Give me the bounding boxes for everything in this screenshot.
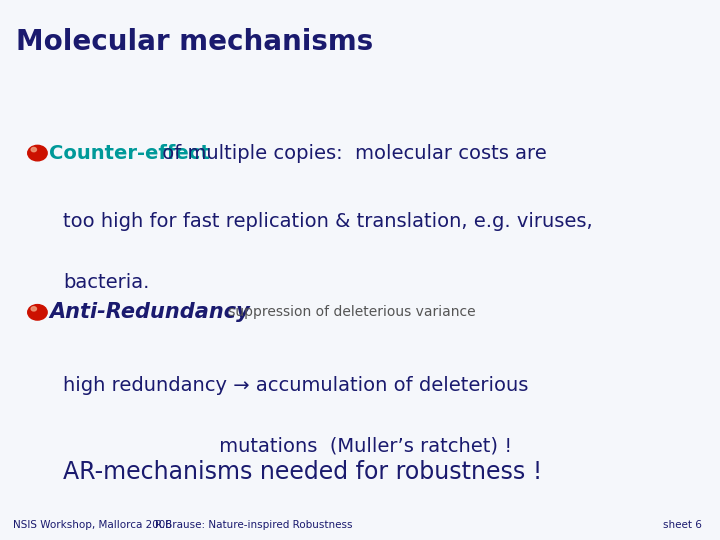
Text: Anti-Redundancy: Anti-Redundancy [49,302,250,322]
Ellipse shape [31,147,37,152]
Text: Molecular mechanisms: Molecular mechanisms [16,28,373,56]
Ellipse shape [31,307,37,311]
Text: mutations  (Muller’s ratchet) !: mutations (Muller’s ratchet) ! [63,436,513,455]
Text: bacteria.: bacteria. [63,273,150,292]
Text: high redundancy → accumulation of deleterious: high redundancy → accumulation of delete… [63,376,528,395]
Ellipse shape [27,305,48,320]
Text: AR-mechanisms needed for robustness !: AR-mechanisms needed for robustness ! [63,460,543,483]
Text: NSIS Workshop, Mallorca 2006: NSIS Workshop, Mallorca 2006 [13,520,172,530]
Text: of multiple copies:  molecular costs are: of multiple copies: molecular costs are [156,144,546,163]
Text: Counter-effect: Counter-effect [49,144,210,163]
Text: too high for fast replication & translation, e.g. viruses,: too high for fast replication & translat… [63,212,593,232]
Text: sheet 6: sheet 6 [663,520,702,530]
Text: suppression of deleterious variance: suppression of deleterious variance [202,305,475,319]
Text: R.Brause: Nature-inspired Robustness: R.Brause: Nature-inspired Robustness [155,520,352,530]
Ellipse shape [27,145,48,161]
